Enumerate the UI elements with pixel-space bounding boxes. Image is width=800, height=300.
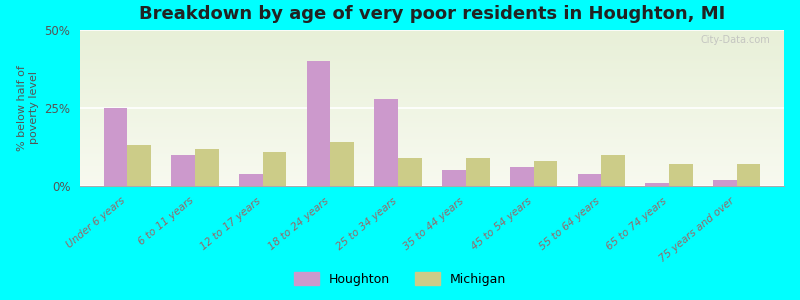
- Bar: [646, 183, 669, 186]
- Bar: [713, 180, 737, 186]
- Bar: [330, 142, 354, 186]
- Legend: Houghton, Michigan: Houghton, Michigan: [289, 267, 511, 291]
- Bar: [374, 99, 398, 186]
- Bar: [442, 170, 466, 186]
- Bar: [737, 164, 760, 186]
- Bar: [669, 164, 693, 186]
- Bar: [578, 173, 602, 186]
- Bar: [239, 173, 262, 186]
- Bar: [262, 152, 286, 186]
- Bar: [104, 108, 127, 186]
- Text: City-Data.com: City-Data.com: [700, 35, 770, 45]
- Bar: [534, 161, 558, 186]
- Title: Breakdown by age of very poor residents in Houghton, MI: Breakdown by age of very poor residents …: [139, 5, 725, 23]
- Bar: [127, 146, 151, 186]
- Bar: [510, 167, 534, 186]
- Bar: [195, 148, 218, 186]
- Y-axis label: % below half of
poverty level: % below half of poverty level: [17, 65, 38, 151]
- Bar: [466, 158, 490, 186]
- Bar: [602, 155, 625, 186]
- Bar: [306, 61, 330, 186]
- Bar: [398, 158, 422, 186]
- Bar: [171, 155, 195, 186]
